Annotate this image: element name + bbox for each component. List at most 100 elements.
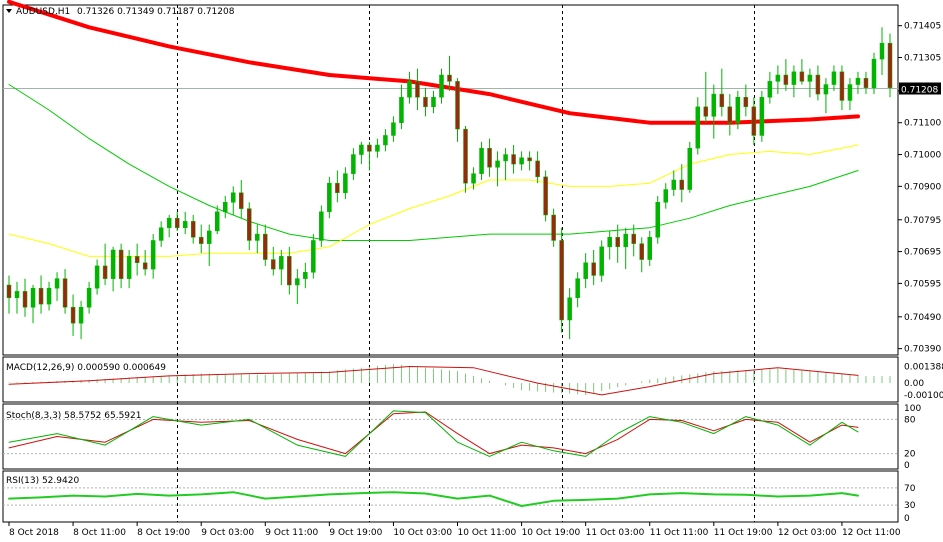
candle bbox=[46, 281, 52, 311]
chart-header: AUDUSD,H1 0.71326 0.71349 0.71187 0.7120… bbox=[6, 7, 235, 17]
candle bbox=[479, 141, 484, 180]
candle bbox=[158, 221, 164, 247]
candle bbox=[311, 234, 316, 279]
candle-body-up bbox=[383, 135, 388, 146]
candle bbox=[423, 87, 428, 117]
price-tick-label: 0.71100 bbox=[904, 119, 941, 129]
rsi-tick-label: 0 bbox=[904, 514, 910, 524]
candle-body-up bbox=[855, 77, 861, 85]
stoch-tick-label: 0 bbox=[904, 461, 910, 471]
stoch-main-line bbox=[8, 410, 859, 457]
rsi-label: RSI(13) 52.9420 bbox=[6, 476, 79, 486]
price-tick-label: 0.70900 bbox=[904, 182, 941, 192]
candle-body-up bbox=[231, 192, 236, 203]
frame-rsi bbox=[2, 470, 899, 523]
candle bbox=[319, 205, 324, 247]
candle-body-up bbox=[158, 227, 164, 241]
candle-body-up bbox=[735, 97, 741, 123]
candle bbox=[887, 33, 893, 98]
candle-body-up bbox=[607, 237, 612, 248]
candle bbox=[14, 281, 20, 314]
candle-body-up bbox=[391, 122, 396, 136]
candle bbox=[327, 176, 332, 219]
candle bbox=[407, 71, 412, 104]
rsi-tick-label: 70 bbox=[904, 484, 916, 494]
candle-body-down bbox=[839, 71, 845, 101]
time-tick-label: 11 Oct 11:00 bbox=[650, 528, 709, 538]
candle bbox=[583, 253, 588, 289]
candle bbox=[679, 164, 685, 203]
candle bbox=[807, 68, 813, 98]
axes: 0.714050.713050.712000.711000.710000.709… bbox=[8, 22, 941, 538]
candle-body-down bbox=[743, 97, 749, 108]
time-tick-label: 11 Oct 19:00 bbox=[714, 528, 773, 538]
candle-body-down bbox=[511, 154, 516, 165]
candle-body-down bbox=[190, 221, 196, 238]
time-tick-label: 9 Oct 11:00 bbox=[265, 528, 318, 538]
candle bbox=[222, 195, 228, 219]
candle-body-up bbox=[30, 287, 36, 308]
stoch-tick-label: 80 bbox=[904, 415, 916, 425]
candle-body-up bbox=[375, 144, 380, 152]
candle-body-up bbox=[831, 71, 837, 85]
candle-body-up bbox=[182, 221, 188, 228]
time-tick-label: 8 Oct 11:00 bbox=[73, 528, 126, 538]
ohlc-values: 0.71326 0.71349 0.71187 0.71208 bbox=[77, 7, 235, 17]
candle bbox=[231, 186, 236, 215]
price-tick-label: 0.70695 bbox=[904, 248, 941, 258]
candle-body-up bbox=[126, 256, 132, 279]
candle bbox=[86, 281, 92, 314]
candle bbox=[214, 205, 220, 235]
candle-body-up bbox=[54, 278, 60, 289]
candle bbox=[271, 246, 276, 276]
frame-stoch bbox=[2, 403, 899, 470]
candle-body-down bbox=[799, 71, 805, 82]
candle bbox=[495, 151, 500, 187]
candle bbox=[142, 250, 148, 276]
candle-body-up bbox=[343, 173, 348, 193]
frame-macd bbox=[2, 356, 899, 403]
candle bbox=[743, 84, 749, 117]
candle bbox=[791, 65, 797, 98]
candle-body-up bbox=[94, 265, 100, 289]
candle bbox=[279, 250, 284, 285]
candle bbox=[823, 78, 829, 114]
candle-body-up bbox=[279, 256, 284, 270]
candle-body-up bbox=[206, 230, 212, 244]
candle bbox=[687, 141, 693, 193]
candle-body-up bbox=[14, 291, 20, 298]
candle bbox=[591, 250, 596, 285]
candle-body-down bbox=[783, 74, 789, 85]
candle-body-up bbox=[575, 278, 580, 298]
candle bbox=[295, 269, 300, 305]
dropdown-triangle-icon[interactable] bbox=[6, 9, 12, 13]
candle-body-up bbox=[623, 233, 628, 248]
candle-body-down bbox=[887, 42, 893, 88]
candle-body-down bbox=[239, 192, 244, 209]
candle-body-up bbox=[695, 106, 701, 149]
candle bbox=[535, 151, 540, 184]
candle bbox=[174, 211, 180, 231]
price-tick-label: 0.70390 bbox=[904, 345, 941, 355]
price-tick-label: 0.71405 bbox=[904, 22, 941, 32]
candle-body-down bbox=[447, 74, 452, 82]
stoch-tick-label: 100 bbox=[904, 404, 921, 414]
candle bbox=[303, 262, 308, 289]
candle-body-up bbox=[871, 58, 877, 88]
candle-body-down bbox=[535, 160, 540, 178]
candle-body-down bbox=[335, 182, 340, 193]
candle bbox=[487, 138, 492, 177]
macd-label: MACD(12,26,9) 0.000590 0.000649 bbox=[6, 363, 166, 373]
time-tick-label: 9 Oct 19:00 bbox=[329, 528, 382, 538]
candle-body-down bbox=[174, 217, 180, 228]
candle bbox=[519, 151, 524, 171]
candle bbox=[399, 84, 404, 130]
time-tick-label: 11 Oct 03:00 bbox=[586, 528, 645, 538]
candle-body-up bbox=[767, 81, 773, 98]
candle-body-up bbox=[439, 74, 444, 98]
candle-body-down bbox=[455, 81, 460, 130]
candle-body-up bbox=[655, 202, 660, 238]
session-separators bbox=[177, 5, 755, 522]
candle bbox=[198, 224, 204, 254]
